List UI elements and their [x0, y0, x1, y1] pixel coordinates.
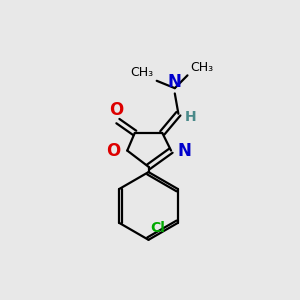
Text: O: O [106, 142, 120, 160]
Text: Cl: Cl [151, 221, 166, 235]
Text: CH₃: CH₃ [130, 66, 154, 79]
Text: CH₃: CH₃ [190, 61, 214, 74]
Text: O: O [109, 101, 124, 119]
Text: N: N [168, 73, 182, 91]
Text: N: N [178, 142, 191, 160]
Text: H: H [185, 110, 197, 124]
